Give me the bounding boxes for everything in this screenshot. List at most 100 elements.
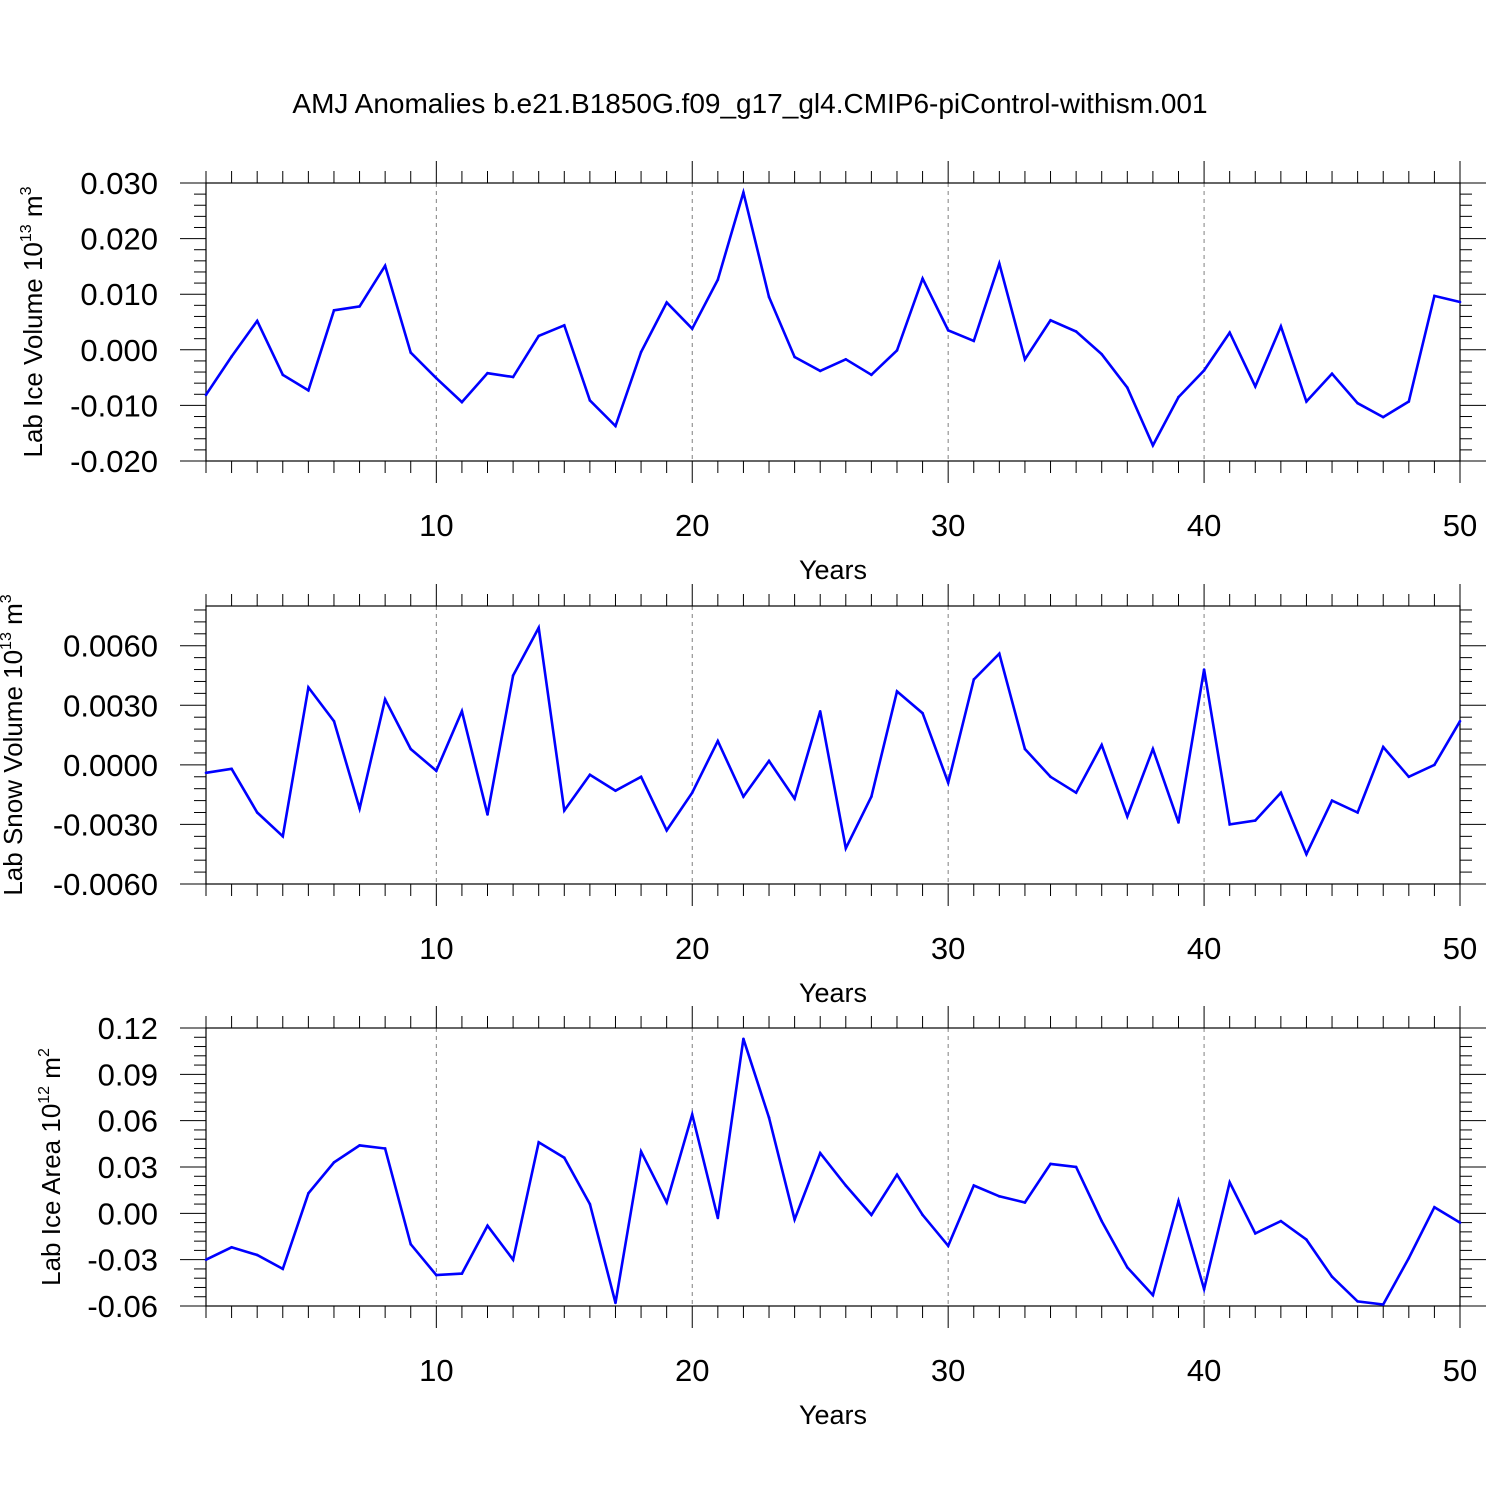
- x-tick-label: 50: [1443, 1353, 1477, 1388]
- y-axis-label-text: Lab Ice Area 10: [36, 1104, 66, 1286]
- data-point: [1381, 745, 1385, 749]
- data-point: [358, 1144, 361, 1147]
- data-point: [1100, 743, 1104, 747]
- data-point: [998, 1195, 1001, 1198]
- y-axis-label: Lab Ice Area 1012 m2: [36, 1048, 66, 1286]
- data-point: [946, 781, 950, 785]
- data-point: [1151, 747, 1155, 751]
- data-point: [742, 1037, 745, 1041]
- data-point: [690, 327, 694, 330]
- data-point: [204, 771, 208, 775]
- data-point: [793, 355, 796, 359]
- data-point: [1049, 1162, 1052, 1166]
- data-point: [1126, 386, 1129, 389]
- y-tick-label: 0.0060: [63, 629, 158, 664]
- data-point: [665, 1201, 668, 1204]
- data-point: [716, 1216, 720, 1220]
- data-point: [870, 795, 873, 798]
- data-point: [511, 1258, 515, 1261]
- data-point: [1228, 1181, 1231, 1184]
- x-tick-label: 50: [1443, 508, 1477, 543]
- data-point: [358, 305, 361, 308]
- data-point: [1458, 719, 1462, 723]
- y-tick-label: 0.03: [98, 1150, 158, 1185]
- x-tick-label: 10: [419, 508, 453, 543]
- y-axis-label-text: Lab Ice Volume 10: [18, 242, 48, 457]
- data-point: [1279, 791, 1283, 794]
- data-point: [1330, 799, 1334, 802]
- data-point: [972, 1184, 976, 1187]
- data-point: [1228, 823, 1231, 826]
- data-point: [1177, 1199, 1180, 1203]
- data-point: [588, 399, 592, 402]
- x-axis-label: Years: [799, 1400, 867, 1430]
- x-tick-label: 40: [1187, 931, 1221, 966]
- x-tick-label: 10: [419, 1353, 453, 1388]
- data-point: [716, 278, 720, 282]
- data-point: [255, 319, 259, 323]
- data-point: [639, 350, 643, 354]
- data-point: [844, 1184, 848, 1187]
- data-point: [614, 424, 617, 428]
- x-tick-label: 10: [419, 931, 453, 966]
- y-tick-label: -0.0060: [53, 867, 158, 902]
- data-point: [1381, 1303, 1385, 1306]
- plot-frame: [205, 605, 1461, 885]
- y-axis-label-unit-exponent: 3: [0, 594, 15, 603]
- data-point: [1177, 821, 1180, 824]
- data-point: [1356, 811, 1359, 814]
- data-point: [1074, 791, 1078, 794]
- data-point: [1074, 330, 1078, 333]
- data-point: [435, 769, 438, 773]
- data-point: [767, 759, 771, 763]
- data-point: [255, 1253, 259, 1257]
- data-point: [460, 400, 464, 404]
- data-point: [281, 373, 285, 377]
- data-point: [1253, 385, 1257, 388]
- y-tick-label: 0.000: [80, 333, 158, 368]
- y-axis-label-unit: m: [36, 1057, 66, 1086]
- data-point: [1356, 401, 1359, 405]
- data-point: [818, 369, 822, 373]
- data-point: [921, 1213, 924, 1217]
- data-point: [435, 376, 438, 380]
- data-point: [1330, 1275, 1334, 1278]
- data-point: [818, 1151, 822, 1155]
- data-point: [1305, 400, 1308, 403]
- data-point: [1023, 747, 1027, 751]
- data-point: [562, 324, 566, 327]
- data-point: [844, 357, 848, 361]
- x-tick-label: 40: [1187, 1353, 1221, 1388]
- data-point: [1279, 1219, 1283, 1223]
- data-point: [204, 1258, 208, 1261]
- y-tick-label: 0.0030: [63, 688, 158, 723]
- y-tick-label: 0.12: [98, 1011, 158, 1046]
- x-axis-label: Years: [799, 978, 867, 1008]
- y-axis-label: Lab Ice Volume 1013 m3: [18, 186, 48, 457]
- data-point: [409, 1242, 413, 1246]
- data-point: [1100, 1219, 1104, 1223]
- data-point: [1151, 444, 1155, 447]
- y-axis-label-unit: m: [18, 195, 48, 224]
- series-line: [204, 187, 1461, 449]
- data-point: [1305, 1238, 1308, 1241]
- data-point: [1202, 1287, 1206, 1291]
- data-point: [665, 301, 668, 304]
- x-tick-label: 30: [931, 1353, 965, 1388]
- data-point: [332, 1161, 336, 1164]
- data-point: [409, 747, 413, 751]
- y-tick-label: 0.010: [80, 277, 158, 312]
- data-point: [998, 262, 1001, 265]
- data-point: [1023, 1201, 1027, 1204]
- data-point: [870, 373, 873, 377]
- data-point: [895, 349, 899, 352]
- data-point: [383, 698, 387, 701]
- data-point: [562, 1156, 566, 1160]
- data-point: [358, 807, 361, 810]
- plot-frame: [205, 1027, 1461, 1307]
- data-point: [537, 1140, 540, 1144]
- data-point: [1407, 1256, 1411, 1260]
- data-point: [460, 709, 464, 713]
- data-point: [486, 1224, 489, 1227]
- figure-title: AMJ Anomalies b.e21.B1850G.f09_g17_gl4.C…: [292, 88, 1208, 119]
